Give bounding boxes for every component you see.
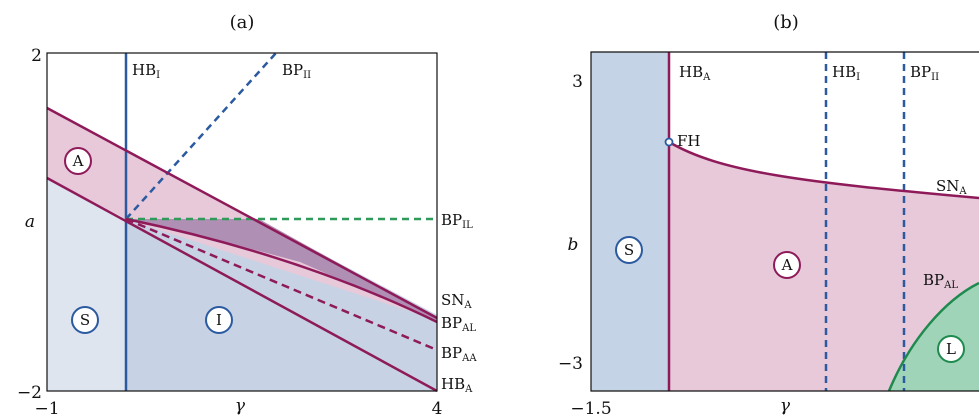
- region-s-fill: [47, 160, 126, 391]
- panel-b-ytick-bottom: −3: [558, 354, 583, 374]
- label-bp-ii-b: BPII: [910, 63, 939, 83]
- region-s-fill-b: [591, 52, 669, 391]
- label-bp-ii: BPII: [282, 61, 311, 81]
- region-i-label: I: [205, 306, 233, 334]
- label-hb-i: HBI: [132, 61, 160, 81]
- panel-b-xlabel: γ: [780, 396, 791, 416]
- panel-a-ytick-bottom: −2: [17, 383, 42, 403]
- label-hb-a: HBA: [441, 375, 473, 395]
- region-a-label: A: [64, 147, 92, 175]
- panel-b-ytick-top: 3: [572, 72, 583, 92]
- panel-b-ylabel: b: [568, 235, 579, 255]
- region-s-label-b: S: [615, 236, 643, 264]
- line-bp-aa: [125, 217, 438, 352]
- label-hb-a-b: HBA: [679, 63, 711, 83]
- panel-a-title: (a): [230, 12, 255, 33]
- panel-b: (b) FH 3 −3 −1.5 γ b HBA HBI: [558, 12, 979, 416]
- label-sn-a: SNA: [441, 291, 472, 311]
- panel-a-ylabel: a: [25, 212, 35, 232]
- line-bp-al: [125, 217, 438, 324]
- panel-b-title: (b): [773, 12, 799, 33]
- label-fh: FH: [677, 132, 701, 150]
- region-a-fill-b: [669, 142, 979, 391]
- region-l-label-b: L: [937, 335, 965, 363]
- line-sn-a: [46, 106, 438, 320]
- line-sn-a-b: [668, 140, 979, 200]
- svg-text:L: L: [946, 340, 956, 358]
- panel-a: (a) 2 −2 −1 4 γ a: [17, 12, 477, 416]
- panel-b-xtick-left: −1.5: [570, 399, 611, 416]
- panel-a-lines: [46, 52, 438, 393]
- label-hb-i-b: HBI: [832, 63, 860, 83]
- panel-a-ytick-top: 2: [31, 46, 42, 66]
- svg-text:I: I: [216, 311, 222, 329]
- region-s-label: S: [71, 306, 99, 334]
- label-bp-al-b: BPAL: [923, 271, 958, 291]
- panel-b-frame: [590, 51, 979, 392]
- label-sn-a-b: SNA: [936, 177, 967, 197]
- panel-a-xtick-right: 4: [432, 399, 443, 416]
- region-a-overlap-fill: [126, 219, 437, 322]
- region-a-label-b: A: [773, 251, 801, 279]
- panel-b-lines: [667, 52, 979, 391]
- panel-b-plot: [591, 52, 979, 391]
- line-bp-ii: [125, 52, 277, 220]
- panel-a-plot: [47, 53, 437, 391]
- point-fh: [664, 137, 674, 147]
- label-bp-il: BPIL: [441, 211, 473, 231]
- label-bp-al: BPAL: [441, 314, 476, 334]
- svg-text:S: S: [80, 311, 90, 329]
- line-bp-al-b: [887, 281, 979, 391]
- svg-text:A: A: [781, 256, 793, 274]
- region-l-fill-b: [889, 283, 979, 391]
- panel-a-xlabel: γ: [235, 396, 246, 416]
- line-hb-a: [46, 176, 438, 393]
- svg-text:S: S: [624, 241, 634, 259]
- panel-a-xtick-left: −1: [34, 399, 59, 416]
- panel-a-frame: [46, 52, 438, 392]
- label-bp-aa: BPAA: [441, 344, 477, 364]
- svg-text:A: A: [72, 152, 84, 170]
